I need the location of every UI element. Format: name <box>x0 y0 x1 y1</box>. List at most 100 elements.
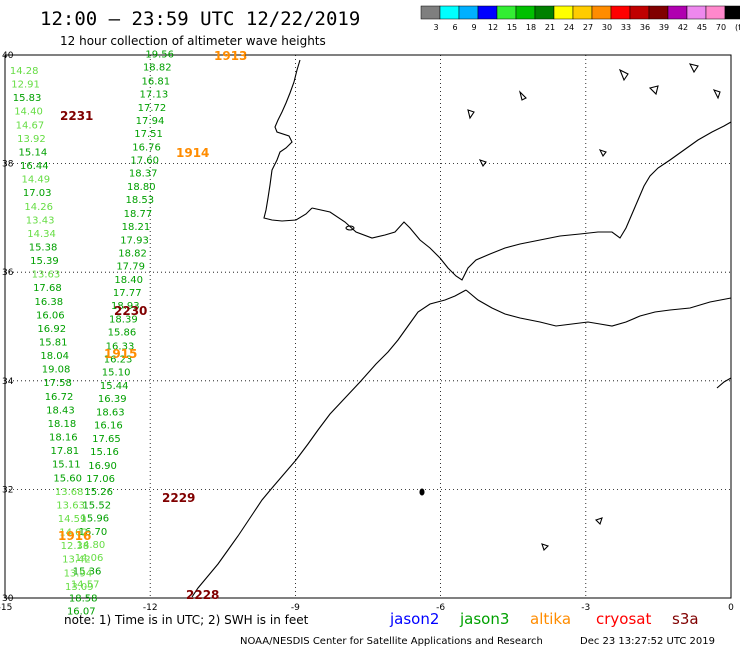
lat-lon-grid: 40 38 36 34 32 30-15 -12 -9 -6 -3 0 <box>0 51 734 613</box>
wave-height-value: 13.63 <box>56 500 85 511</box>
satellite-legend-item: jason3 <box>459 610 509 628</box>
wave-height-value: 18.77 <box>124 209 153 220</box>
color-swatch <box>439 5 460 20</box>
satellite-legend-item: s3a <box>672 610 699 628</box>
latitude-label: 30 <box>2 594 14 604</box>
wave-height-value: 13.63 <box>32 270 61 281</box>
wave-height-value: 15.26 <box>84 487 113 498</box>
wave-height-value: 16.23 <box>104 354 133 365</box>
wave-height-value: 12.91 <box>11 80 40 91</box>
longitude-label: -3 <box>581 603 590 613</box>
wave-height-value: 16.33 <box>106 341 135 352</box>
wave-height-value: 16.06 <box>36 310 65 321</box>
wave-height-value: 18.82 <box>143 63 172 74</box>
footer-credit: NOAA/NESDIS Center for Satellite Applica… <box>240 636 543 647</box>
color-scale-label: 12 <box>488 23 498 32</box>
wave-height-value: 19.56 <box>145 50 174 61</box>
color-swatch <box>515 5 536 20</box>
wave-height-value: 17.58 <box>43 378 72 389</box>
wave-height-value: 16.76 <box>132 143 161 154</box>
wave-height-value: 14.02 <box>59 528 88 539</box>
wave-height-value: 18.39 <box>109 315 138 326</box>
wave-height-value: 18.37 <box>129 169 158 180</box>
map-frame <box>4 54 732 599</box>
wave-height-value: 17.79 <box>116 261 145 272</box>
wave-height-value: 13.68 <box>55 487 84 498</box>
wave-height-value: 17.93 <box>120 235 149 246</box>
color-swatch <box>629 5 650 20</box>
wave-height-value: 15.10 <box>102 367 131 378</box>
map-subtitle: 12 hour collection of altimeter wave hei… <box>60 34 326 48</box>
color-swatch <box>686 5 707 20</box>
color-scale-label: 30 <box>602 23 612 32</box>
color-swatch <box>458 5 479 20</box>
island-small <box>467 90 607 168</box>
wave-height-value: 17.60 <box>130 156 159 167</box>
wave-height-value: 13.94 <box>64 568 93 579</box>
wave-height-value: 16.90 <box>88 461 117 472</box>
pass-label: 2231 <box>60 109 93 123</box>
color-scale-label: 45 <box>697 23 707 32</box>
pass-label: 1915 <box>104 347 137 361</box>
coastline-algeria <box>716 377 732 389</box>
color-swatch <box>477 5 498 20</box>
wave-height-points: 19.56 18.82 16.81 17.13 17.72 17.94 17.51 16.76… <box>10 50 174 618</box>
coastline-spain-south <box>311 121 732 281</box>
color-scale-label: 39 <box>659 23 669 32</box>
color-swatch <box>420 5 441 20</box>
color-scale-label: 6 <box>452 23 457 32</box>
wave-height-value: 17.77 <box>113 288 142 299</box>
wave-height-value: 14.67 <box>16 120 45 131</box>
wave-height-value: 16.07 <box>67 606 96 617</box>
wave-height-value: 18.16 <box>49 433 78 444</box>
wave-height-value: 17.68 <box>33 283 62 294</box>
color-scale-label: 24 <box>564 23 574 32</box>
wave-height-value: 16.44 <box>20 161 49 172</box>
latitude-label: 40 <box>2 51 14 61</box>
wave-height-value: 18.18 <box>48 419 77 430</box>
wave-height-value: 14.06 <box>75 553 104 564</box>
color-swatch <box>667 5 688 20</box>
wave-height-value: 18.21 <box>122 222 151 233</box>
wave-height-value: 17.13 <box>140 89 169 100</box>
color-swatch <box>534 5 555 20</box>
wave-height-value: 14.49 <box>21 175 50 186</box>
wave-height-value: 16.72 <box>45 392 74 403</box>
pass-label: 2228 <box>186 588 219 602</box>
wave-height-value: 17.06 <box>86 474 115 485</box>
wave-height-value: 15.36 <box>73 567 102 578</box>
pass-label: 2230 <box>114 304 147 318</box>
color-scale-label: 21 <box>545 23 555 32</box>
pass-label: 1914 <box>176 146 209 160</box>
wave-height-value: 18.82 <box>118 248 147 259</box>
wave-height-value: 13.09 <box>65 582 94 593</box>
wave-height-value: 15.11 <box>52 460 81 471</box>
wave-height-value: 15.86 <box>108 328 137 339</box>
color-swatch <box>553 5 574 20</box>
wave-height-value: 18.40 <box>114 275 143 286</box>
color-scale-label: 42 <box>678 23 688 32</box>
wave-height-value: 14.57 <box>71 580 100 591</box>
wave-height-value: 14.34 <box>27 229 56 240</box>
footer-note: note: 1) Time is in UTC; 2) SWH is in fe… <box>64 613 309 627</box>
wave-height-value: 17.51 <box>134 129 163 140</box>
longitude-label: -12 <box>143 603 158 613</box>
wave-height-value: 16.81 <box>141 76 170 87</box>
color-scale-label: 15 <box>507 23 517 32</box>
satellite-legend-item: altika <box>530 610 571 628</box>
wave-height-value: 18.53 <box>126 195 155 206</box>
wave-height-value: 15.83 <box>13 93 42 104</box>
island-madeira <box>419 488 425 496</box>
latitude-label: 34 <box>2 377 14 387</box>
wave-height-value: 17.65 <box>92 434 121 445</box>
wave-height-value: 14.26 <box>24 202 53 213</box>
wave-height-value: 14.80 <box>77 540 106 551</box>
wave-height-value: 18.58 <box>69 593 98 604</box>
wave-height-value: 18.04 <box>40 351 69 362</box>
island-canary-2 <box>541 543 550 552</box>
color-scale-label: 36 <box>640 23 650 32</box>
wave-height-value: 14.28 <box>10 66 39 77</box>
wave-height-value: 18.63 <box>96 408 125 419</box>
wave-height-value: 15.96 <box>81 513 110 524</box>
